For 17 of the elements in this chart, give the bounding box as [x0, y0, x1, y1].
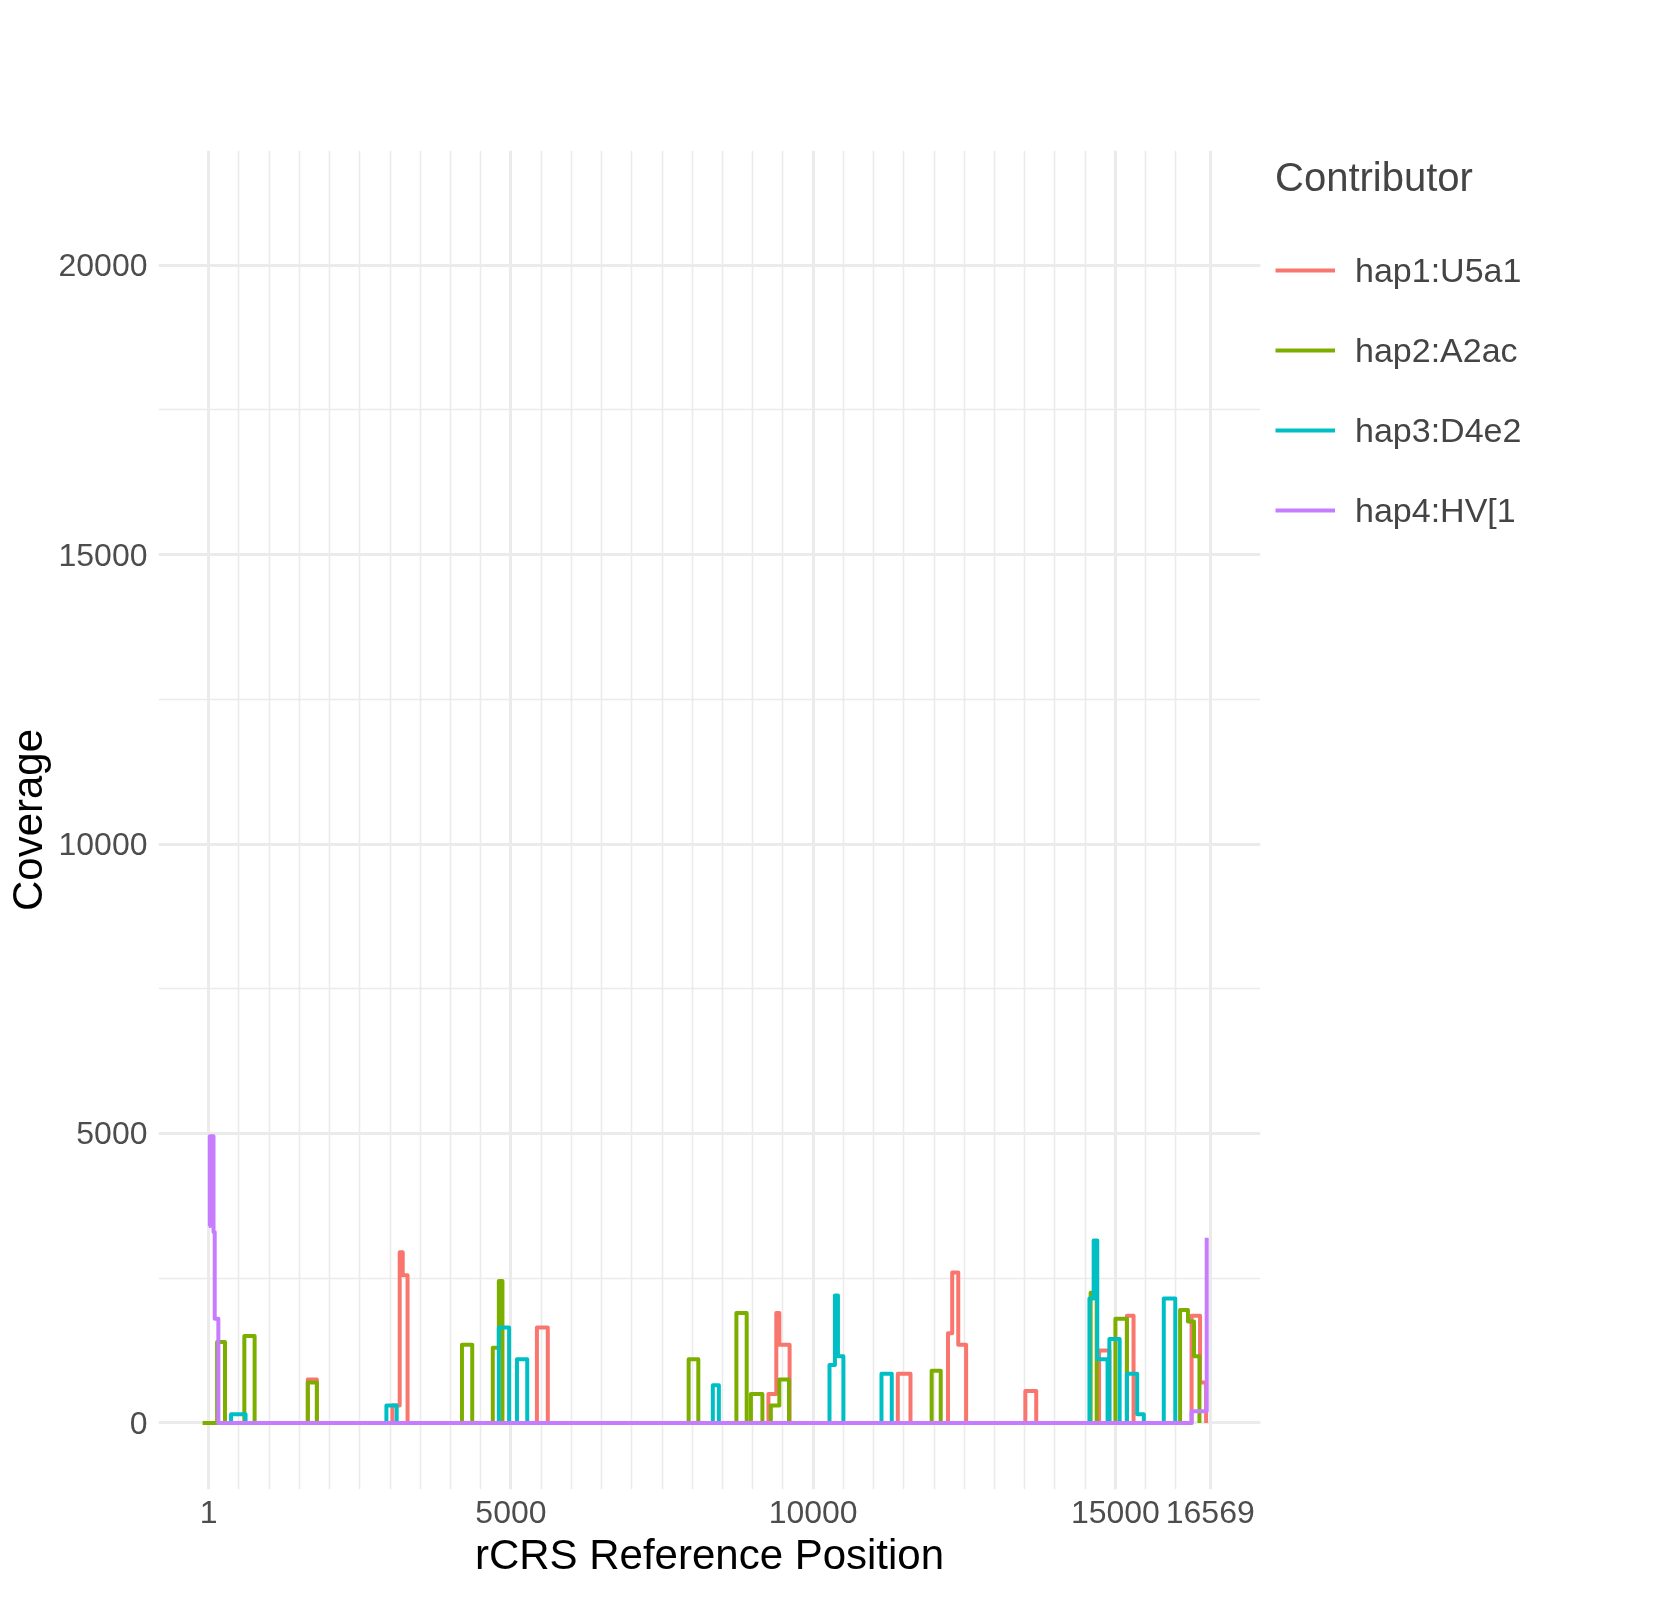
x-tick-label: 16569 [1165, 1493, 1255, 1530]
y-axis-title: Coverage [3, 728, 51, 912]
legend-label: hap1:U5a1 [1355, 250, 1522, 290]
legend-label: hap2:A2ac [1355, 330, 1518, 370]
legend-label: hap3:D4e2 [1355, 410, 1522, 450]
x-tick-label: 10000 [768, 1493, 858, 1530]
y-tick-label: 10000 [58, 826, 148, 863]
x-tick-label: 1 [199, 1493, 218, 1530]
x-axis-title: rCRS Reference Position [474, 1530, 945, 1578]
x-tick-label: 5000 [475, 1493, 547, 1530]
y-tick-label: 0 [129, 1404, 148, 1441]
x-tick-label: 15000 [1070, 1493, 1160, 1530]
y-tick-label: 15000 [58, 536, 148, 573]
legend-title: Contributor [1275, 155, 1474, 200]
y-tick-label: 20000 [58, 247, 148, 284]
legend-label: hap4:HV[1 [1355, 490, 1516, 530]
y-tick-label: 5000 [76, 1115, 148, 1152]
